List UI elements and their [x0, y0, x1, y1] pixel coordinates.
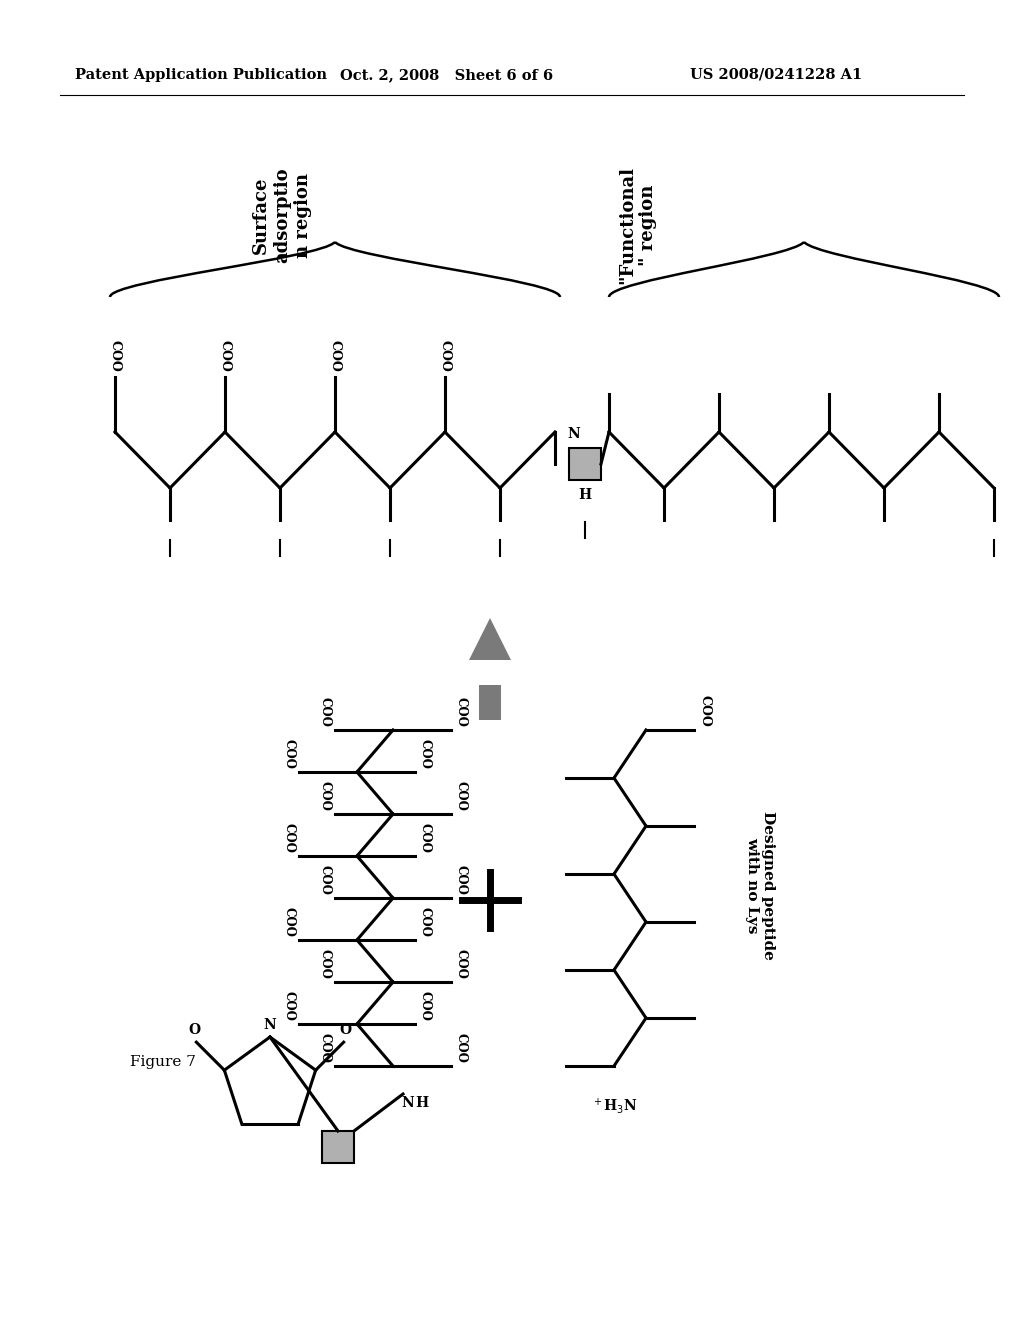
Text: Designed peptide
with no Lys: Designed peptide with no Lys: [744, 810, 775, 960]
Text: COO: COO: [329, 341, 341, 372]
Text: Surface
adsorptio
n region: Surface adsorptio n region: [252, 168, 311, 263]
Text: COO: COO: [698, 696, 711, 727]
Text: COO: COO: [455, 949, 468, 979]
Polygon shape: [469, 618, 511, 660]
Text: H: H: [415, 1096, 428, 1110]
Text: COO: COO: [318, 865, 331, 895]
Text: COO: COO: [318, 949, 331, 979]
Text: COO: COO: [455, 781, 468, 810]
Text: COO: COO: [419, 739, 432, 770]
Text: N: N: [401, 1096, 414, 1110]
Text: COO: COO: [455, 1034, 468, 1063]
Text: COO: COO: [455, 697, 468, 727]
Text: COO: COO: [419, 991, 432, 1020]
Text: COO: COO: [455, 865, 468, 895]
Text: N: N: [567, 426, 580, 441]
Text: H: H: [579, 488, 592, 502]
Text: Patent Application Publication: Patent Application Publication: [75, 69, 327, 82]
Bar: [479, 685, 501, 719]
Text: US 2008/0241228 A1: US 2008/0241228 A1: [690, 69, 862, 82]
Text: COO: COO: [419, 907, 432, 937]
Text: O: O: [188, 1023, 201, 1038]
Text: COO: COO: [282, 907, 295, 937]
Text: COO: COO: [318, 781, 331, 810]
Text: COO: COO: [282, 991, 295, 1020]
Text: COO: COO: [109, 341, 122, 372]
Text: COO: COO: [218, 341, 231, 372]
Bar: [322, 1131, 354, 1163]
Text: "Functional
" region: "Functional " region: [618, 166, 657, 284]
Text: COO: COO: [438, 341, 452, 372]
Text: Figure 7: Figure 7: [130, 1055, 196, 1069]
Text: N: N: [263, 1018, 276, 1032]
Text: COO: COO: [318, 1034, 331, 1063]
Bar: [569, 447, 601, 480]
Text: $^+$H$_3$N: $^+$H$_3$N: [591, 1096, 637, 1115]
Text: COO: COO: [282, 739, 295, 770]
Text: Oct. 2, 2008   Sheet 6 of 6: Oct. 2, 2008 Sheet 6 of 6: [340, 69, 553, 82]
Text: COO: COO: [282, 824, 295, 853]
Text: O: O: [340, 1023, 351, 1038]
Text: COO: COO: [419, 824, 432, 853]
Text: COO: COO: [318, 697, 331, 727]
